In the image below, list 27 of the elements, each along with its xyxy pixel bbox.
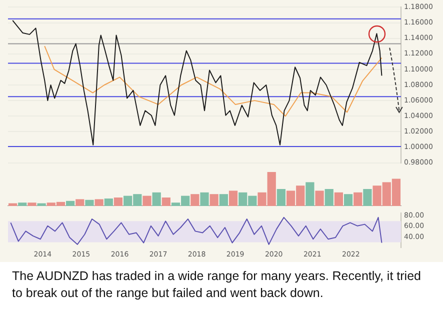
bar xyxy=(324,189,334,206)
bar xyxy=(114,198,123,206)
bar xyxy=(85,200,94,206)
bar xyxy=(344,194,353,206)
bar xyxy=(94,199,104,206)
bar xyxy=(152,192,161,206)
bar xyxy=(162,198,170,206)
bar xyxy=(306,182,314,206)
bar xyxy=(37,203,46,206)
bar xyxy=(315,190,324,206)
bar xyxy=(219,194,228,206)
bar xyxy=(28,202,36,206)
bar xyxy=(8,203,18,206)
bar xyxy=(104,198,113,206)
bar xyxy=(76,199,84,206)
bar xyxy=(18,202,27,206)
bar xyxy=(354,192,362,206)
text: The AUDNZD has traded in a wide range for many years. Recently, it tried to break out of the range but failed and went back down. xyxy=(12,268,422,302)
bar xyxy=(200,192,209,206)
bar xyxy=(276,189,286,206)
bar xyxy=(190,194,200,206)
bar xyxy=(210,194,218,206)
bar xyxy=(334,192,344,206)
bar xyxy=(363,189,372,206)
bar xyxy=(66,200,75,206)
bar xyxy=(142,196,152,206)
bar xyxy=(228,190,238,206)
